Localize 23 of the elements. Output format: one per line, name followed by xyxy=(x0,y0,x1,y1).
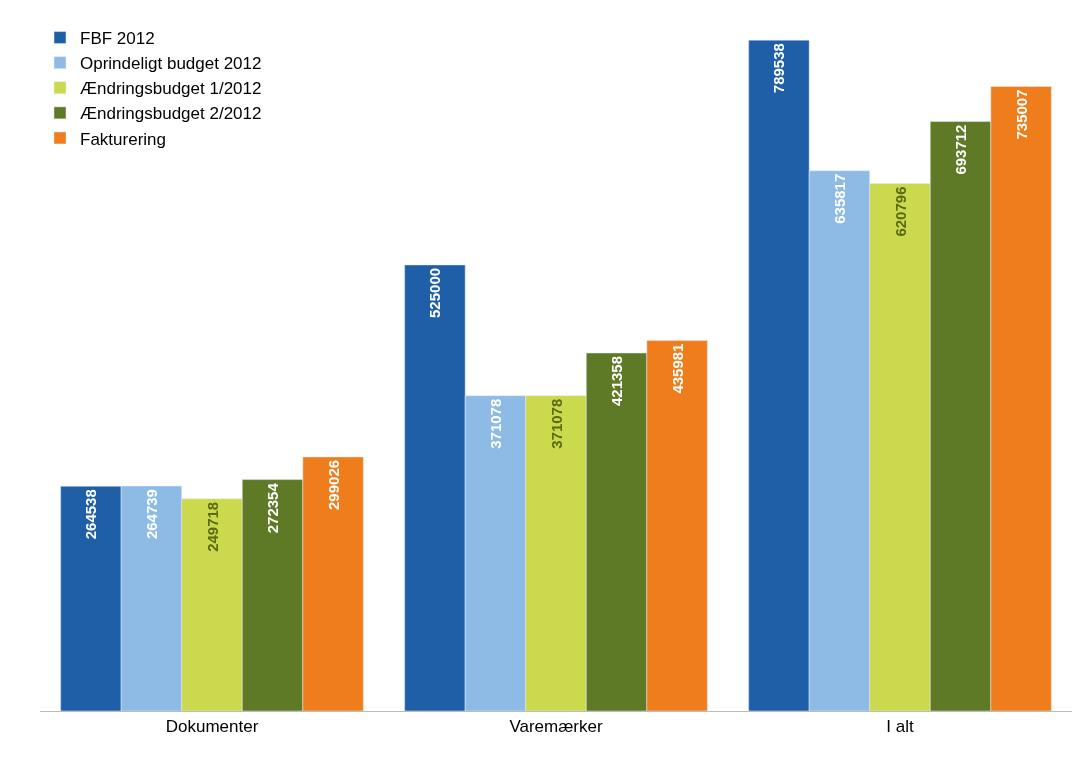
data-label: 272354 xyxy=(264,482,282,534)
data-label: 264538 xyxy=(82,489,100,540)
x-tick-label: I alt xyxy=(886,717,914,737)
data-label: 525000 xyxy=(426,267,444,318)
data-label: 693712 xyxy=(952,124,970,175)
data-label: 421358 xyxy=(608,355,626,407)
data-label: 435981 xyxy=(668,343,686,394)
legend-label: Fakturering xyxy=(80,129,166,149)
x-tick-label: Dokumenter xyxy=(165,717,259,737)
data-label: 264739 xyxy=(142,489,160,540)
data-label: 371078 xyxy=(486,398,504,449)
legend-label: Oprindeligt budget 2012 xyxy=(80,54,262,74)
data-label: 371078 xyxy=(547,398,565,449)
data-label: 299026 xyxy=(324,459,342,510)
data-label: 635817 xyxy=(830,173,848,224)
x-tick-label: Varemærker xyxy=(509,717,603,737)
data-label: 789538 xyxy=(770,43,788,94)
data-label: 249718 xyxy=(203,501,221,552)
data-label: 620796 xyxy=(891,186,909,237)
legend-label: FBF 2012 xyxy=(80,29,155,49)
legend-label: Ændringsbudget 1/2012 xyxy=(80,79,262,99)
legend-label: Ændringsbudget 2/2012 xyxy=(80,104,262,124)
data-label: 735007 xyxy=(1012,89,1030,140)
